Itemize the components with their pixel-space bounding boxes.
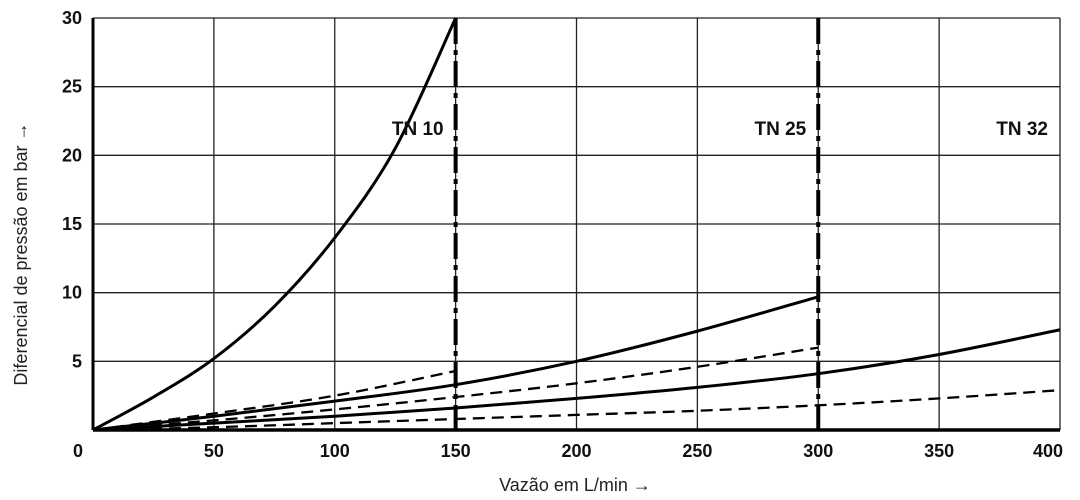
tick-labels: 0 50 100 150 200 250 300 350 400 5 10 15 20 25 30 xyxy=(62,8,1063,461)
size-limit-lines xyxy=(453,18,821,430)
y-tick-label: 30 xyxy=(62,8,82,28)
x-tick-label: 50 xyxy=(204,441,224,461)
x-tick-label: 0 xyxy=(73,441,83,461)
y-tick-label: 15 xyxy=(62,214,82,234)
y-tick-label: 5 xyxy=(72,351,82,371)
zone-label-tn-25: TN 25 xyxy=(755,119,807,140)
dashed-curve-6 xyxy=(92,389,1061,432)
zone-label-tn-10: TN 10 xyxy=(392,119,444,140)
y-axis-label: Diferencial de pressão em bar → xyxy=(11,122,31,385)
x-tick-label: 150 xyxy=(441,441,471,461)
dashed-curve-2 xyxy=(92,369,456,432)
y-tick-label: 10 xyxy=(62,283,82,303)
zone-label-tn-32: TN 32 xyxy=(996,119,1048,140)
x-tick-label: 250 xyxy=(682,441,712,461)
y-tick-label: 20 xyxy=(62,145,82,165)
x-tick-label: 300 xyxy=(803,441,833,461)
solid-curve-1 xyxy=(92,17,457,432)
zone-labels: TN 10 TN 25 TN 32 xyxy=(392,119,1048,140)
x-axis-label: Vazão em L/min → xyxy=(499,475,651,495)
grid-lines xyxy=(92,17,1061,430)
solid-curve-5 xyxy=(92,328,1061,432)
x-tick-label: 400 xyxy=(1033,441,1063,461)
x-tick-label: 100 xyxy=(320,441,350,461)
axes xyxy=(91,18,1060,432)
y-tick-label: 25 xyxy=(62,77,82,97)
x-tick-label: 200 xyxy=(561,441,591,461)
x-tick-label: 350 xyxy=(924,441,954,461)
